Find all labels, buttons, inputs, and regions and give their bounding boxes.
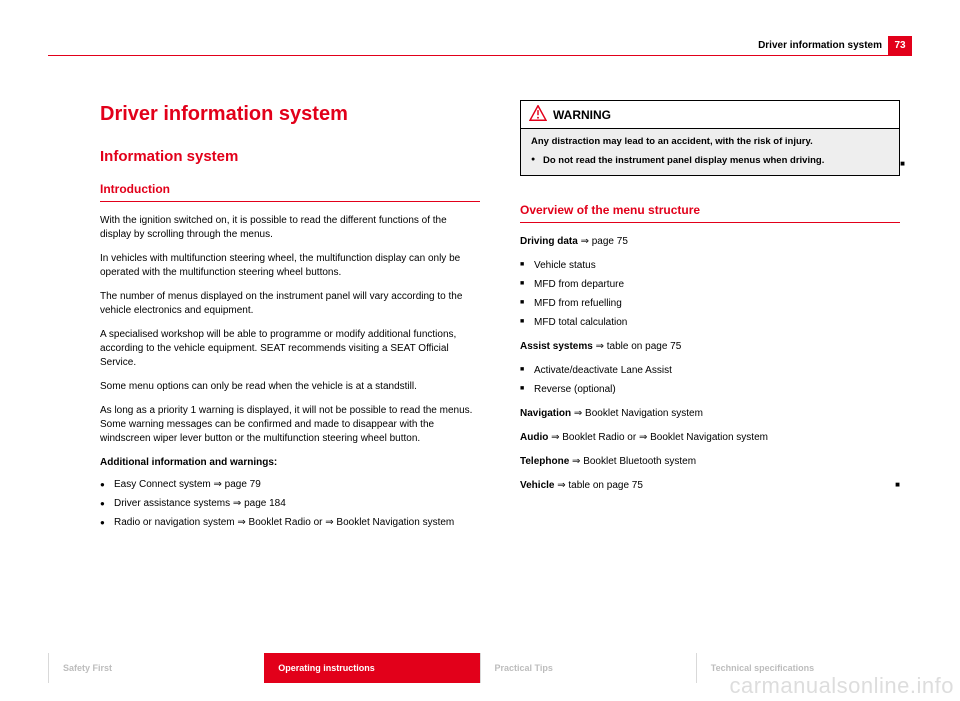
warning-text: Any distraction may lead to an accident,… (531, 135, 889, 148)
menu-driving-item: Vehicle status (520, 259, 900, 273)
menu-navigation-label: Navigation (520, 408, 571, 419)
menu-telephone-ref: ⇒ Booklet Bluetooth system (569, 456, 696, 467)
intro-para-2: In vehicles with multifunction steering … (100, 252, 480, 280)
intro-para-1: With the ignition switched on, it is pos… (100, 214, 480, 242)
menu-telephone: Telephone ⇒ Booklet Bluetooth system (520, 455, 900, 469)
menu-driving-list: Vehicle status MFD from departure MFD fr… (520, 259, 900, 330)
warning-body: Any distraction may lead to an accident,… (521, 129, 899, 176)
footer-tab-safety[interactable]: Safety First (48, 653, 264, 683)
menu-driving-item: MFD total calculation (520, 316, 900, 330)
end-marker-icon: ■ (900, 158, 905, 169)
menu-assist-item: Activate/deactivate Lane Assist (520, 364, 900, 378)
additional-info-item: Driver assistance systems ⇒ page 184 (100, 497, 480, 511)
left-column: Driver information system Information sy… (100, 100, 480, 620)
additional-info-heading: Additional information and warnings: (100, 456, 480, 470)
menu-driving-data: Driving data ⇒ page 75 (520, 235, 900, 249)
menu-driving-label: Driving data (520, 236, 578, 247)
menu-navigation-ref: ⇒ Booklet Navigation system (571, 408, 703, 419)
page-number-badge: 73 (888, 36, 912, 55)
breadcrumb: Driver information system (758, 40, 882, 51)
intro-para-6: As long as a priority 1 warning is displ… (100, 404, 480, 446)
additional-info-list: Easy Connect system ⇒ page 79 Driver ass… (100, 478, 480, 530)
subsection-introduction: Introduction (100, 181, 480, 202)
menu-assist-label: Assist systems (520, 341, 593, 352)
menu-assist: Assist systems ⇒ table on page 75 (520, 340, 900, 354)
content-columns: Driver information system Information sy… (100, 100, 900, 620)
header-rule (48, 55, 912, 56)
subsection-menu-structure: Overview of the menu structure (520, 202, 900, 223)
menu-assist-list: Activate/deactivate Lane Assist Reverse … (520, 364, 900, 397)
document-page: Driver information system 73 Driver info… (0, 0, 960, 701)
menu-vehicle-label: Vehicle (520, 480, 554, 491)
menu-driving-item: MFD from departure (520, 278, 900, 292)
warning-bullet: Do not read the instrument panel display… (531, 154, 889, 167)
warning-triangle-icon (529, 105, 547, 126)
warning-heading: WARNING (521, 101, 899, 129)
footer-tab-operating[interactable]: Operating instructions (264, 653, 479, 683)
intro-para-5: Some menu options can only be read when … (100, 380, 480, 394)
menu-driving-item: MFD from refuelling (520, 297, 900, 311)
menu-audio: Audio ⇒ Booklet Radio or ⇒ Booklet Navig… (520, 431, 900, 445)
menu-driving-ref: ⇒ page 75 (578, 236, 628, 247)
header-right: Driver information system 73 (758, 36, 912, 55)
menu-assist-item: Reverse (optional) (520, 383, 900, 397)
additional-info-item: Radio or navigation system ⇒ Booklet Rad… (100, 516, 480, 530)
footer-tab-technical[interactable]: Technical specifications (696, 653, 912, 683)
page-title: Driver information system (100, 100, 480, 128)
intro-para-4: A specialised workshop will be able to p… (100, 328, 480, 370)
warning-label: WARNING (553, 107, 611, 124)
menu-vehicle: Vehicle ⇒ table on page 75 ■ (520, 479, 900, 493)
menu-navigation: Navigation ⇒ Booklet Navigation system (520, 407, 900, 421)
end-marker-icon: ■ (895, 479, 900, 490)
right-column: WARNING Any distraction may lead to an a… (520, 100, 900, 620)
menu-audio-ref: ⇒ Booklet Radio or ⇒ Booklet Navigation … (548, 432, 768, 443)
menu-assist-ref: ⇒ table on page 75 (593, 341, 681, 352)
section-heading: Information system (100, 146, 480, 167)
menu-telephone-label: Telephone (520, 456, 569, 467)
menu-audio-label: Audio (520, 432, 548, 443)
additional-info-item: Easy Connect system ⇒ page 79 (100, 478, 480, 492)
warning-box: WARNING Any distraction may lead to an a… (520, 100, 900, 176)
intro-para-3: The number of menus displayed on the ins… (100, 290, 480, 318)
footer-tabs: Safety First Operating instructions Prac… (48, 653, 912, 683)
menu-vehicle-ref: ⇒ table on page 75 (554, 480, 642, 491)
footer-tab-practical[interactable]: Practical Tips (480, 653, 696, 683)
